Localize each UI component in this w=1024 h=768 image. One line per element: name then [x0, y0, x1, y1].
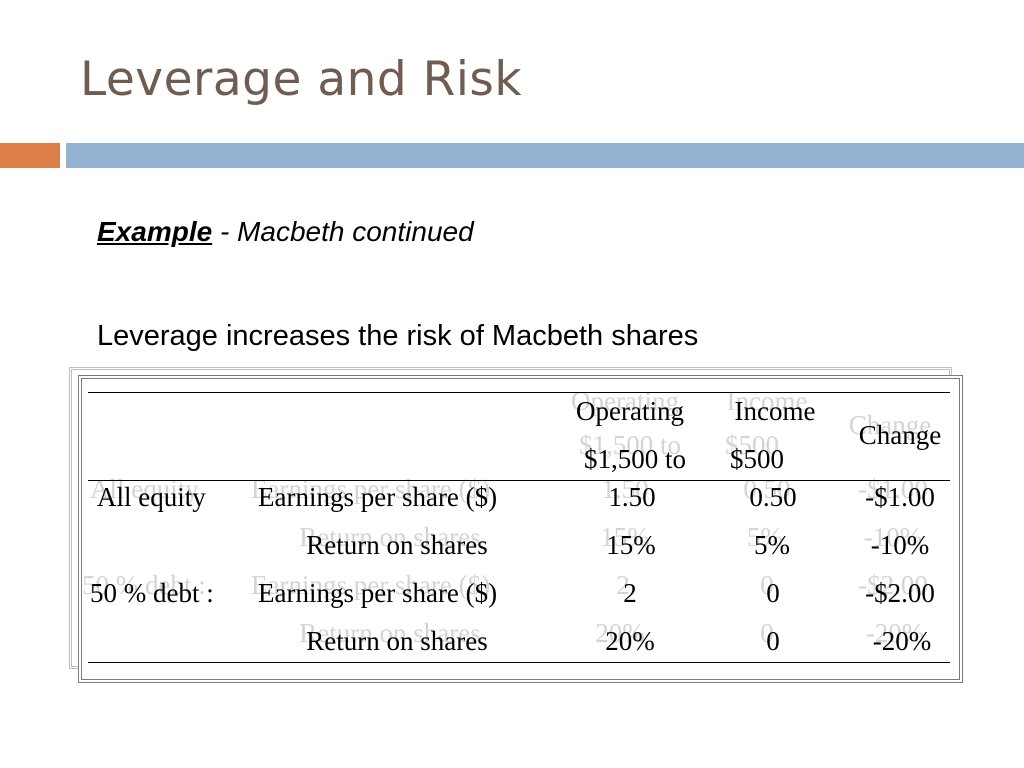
row4-change: -20%	[872, 626, 932, 656]
row4-label: Return on shares	[306, 626, 488, 656]
ghost-header-income: Income	[726, 386, 808, 416]
ghost-row2-change: -10%	[863, 522, 923, 552]
header-operating: Operating	[576, 396, 684, 426]
row1-v2: 0.50	[749, 482, 797, 512]
ghost-row4-label: Return on shares	[299, 618, 481, 648]
header-range: $1,500 to	[583, 444, 687, 474]
header-income: Income	[734, 396, 816, 426]
ghost-row4-v1: 20%	[595, 618, 645, 648]
ghost-row1-label: Earnings per share ($)	[251, 474, 491, 504]
table-top-rule	[88, 392, 950, 393]
ghost-header-range: $1,500 to	[578, 430, 682, 460]
row2-change: -10%	[870, 530, 930, 560]
ghost-row3-group: 50 % debt :	[82, 570, 206, 600]
table-frame	[78, 375, 963, 683]
ghost-row3-label: Earnings per share ($)	[251, 570, 491, 600]
row4-v2: 0	[766, 626, 780, 656]
accent-bar-blue	[66, 143, 1024, 168]
ghost-row1-v2: 0.50	[743, 474, 791, 504]
ghost-row2-v2: 5%	[747, 522, 783, 552]
ghost-row4-change: -20%	[865, 618, 925, 648]
table-bottom-rule	[88, 662, 950, 663]
row4-v1: 20%	[605, 626, 655, 656]
row1-v1: 1.50	[608, 482, 656, 512]
row2-v2: 5%	[754, 530, 790, 560]
row3-label: Earnings per share ($)	[258, 578, 498, 608]
row3-v2: 0	[766, 578, 780, 608]
ghost-row1-group: All equity	[90, 474, 199, 504]
row2-label: Return on shares	[306, 530, 488, 560]
ghost-row2-label: Return on shares	[299, 522, 481, 552]
ghost-row1-change: -$1.00	[858, 474, 928, 504]
ghost-row2-v1: 15%	[600, 522, 650, 552]
row3-change: -$2.00	[865, 578, 935, 608]
ghost-header-amount: $500	[725, 430, 779, 460]
header-amount: $500	[730, 444, 784, 474]
ghost-header-change: Change	[848, 410, 932, 440]
ghost-row3-v1: 2	[616, 570, 630, 600]
table-header-rule	[88, 480, 950, 481]
ghost-row1-v1: 1.50	[601, 474, 649, 504]
ghost-row3-v2: 0	[760, 570, 774, 600]
body-text: Leverage increases the risk of Macbeth s…	[97, 320, 699, 352]
row3-group: 50 % debt :	[90, 578, 214, 608]
header-change: Change	[858, 420, 942, 450]
example-subtitle: Example - Macbeth continued	[97, 216, 474, 248]
row2-v1: 15%	[606, 530, 656, 560]
row1-label: Earnings per share ($)	[258, 482, 498, 512]
accent-bar-orange	[0, 143, 60, 168]
ghost-row3-change: -$2.00	[858, 570, 928, 600]
example-description: - Macbeth continued	[212, 216, 474, 247]
ghost-row4-v2: 0	[760, 618, 774, 648]
row3-v1: 2	[623, 578, 637, 608]
row1-change: -$1.00	[865, 482, 935, 512]
row1-group: All equity	[97, 482, 206, 512]
slide-title: Leverage and Risk	[80, 52, 523, 107]
example-label: Example	[97, 216, 213, 247]
ghost-header-operating: Operating	[571, 386, 679, 416]
